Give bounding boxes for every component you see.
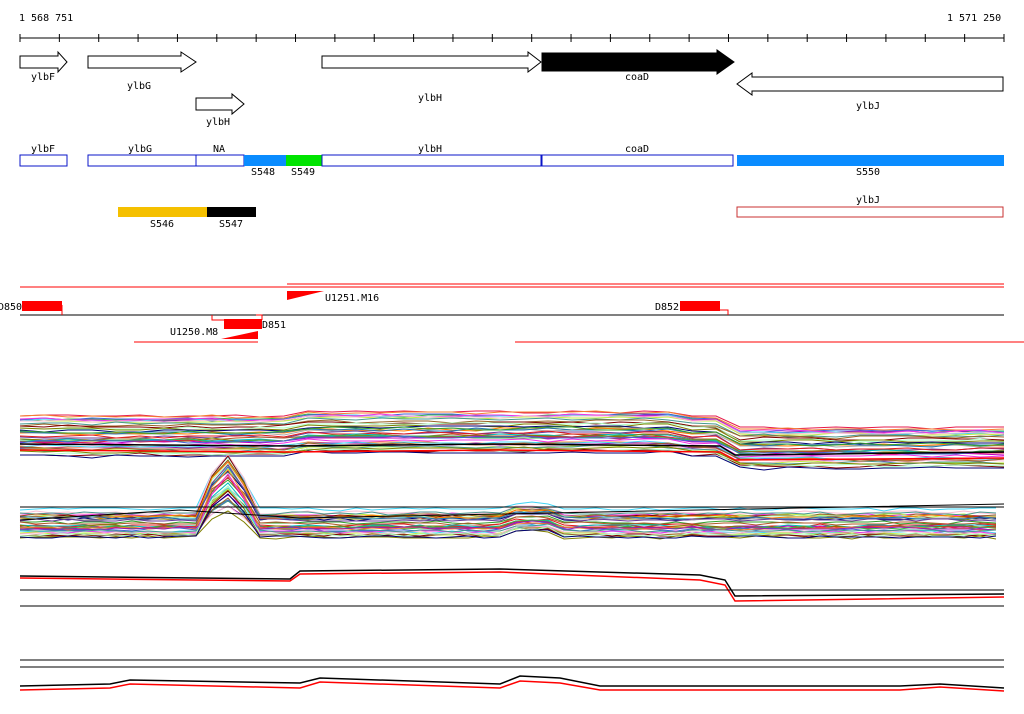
expression-profile-line	[20, 448, 1005, 468]
expression-profiles	[19, 410, 1005, 692]
feature-U1251.M16[interactable]: U1251.M16	[287, 291, 379, 304]
segment-S548[interactable]: S548	[244, 155, 286, 178]
feature-D850[interactable]: D850	[0, 301, 63, 315]
segment-S549[interactable]: S549	[286, 155, 322, 178]
gene-label: ylbH	[418, 93, 442, 104]
segment-label: ylbH	[418, 144, 442, 155]
segment-label: S550	[856, 167, 880, 178]
expression-profile-line	[19, 410, 1005, 431]
expression-profile-line	[19, 503, 1005, 521]
expression-profile-line	[19, 422, 1005, 443]
expression-profile-line	[19, 456, 996, 512]
expression-profile-line	[19, 568, 1005, 597]
lower-segment-track: S546 S547 ylbJ	[118, 195, 1004, 230]
segment-label: S548	[251, 167, 275, 178]
segment-label: coaD	[625, 144, 649, 155]
feature-label: U1251.M16	[325, 293, 379, 304]
feature-label: D852	[655, 302, 679, 313]
segment-ylbG[interactable]: ylbG	[87, 144, 197, 167]
expression-profile-line	[20, 450, 1004, 471]
segment-label: S546	[150, 219, 174, 230]
segment-ylbH[interactable]: ylbH	[321, 144, 542, 167]
expression-profile-line	[20, 505, 997, 531]
segment-ylbF[interactable]: ylbF	[19, 144, 68, 167]
gene-track: ylbF ylbG ylbH ylbH coaD ylbJ	[19, 49, 1004, 128]
segment-coaD[interactable]: coaD	[541, 144, 734, 167]
segment-ylbJ-outline[interactable]: ylbJ	[736, 195, 1004, 218]
segment-label: S547	[219, 219, 243, 230]
end-coordinate: 1 571 250	[947, 13, 1002, 24]
segment-label: ylbF	[31, 144, 55, 155]
expression-profile-line	[19, 449, 1005, 461]
segment-S550[interactable]: S550	[737, 155, 1004, 178]
expression-profile-line	[19, 430, 1004, 451]
expression-profile-line	[19, 464, 997, 522]
gene-coaD[interactable]: coaD	[541, 49, 735, 83]
expression-profile-line	[19, 474, 997, 526]
expression-profile-line	[20, 415, 1005, 435]
expression-profile-line	[19, 417, 1005, 438]
expression-profile-line	[20, 479, 997, 525]
segment-label: ylbJ	[856, 195, 880, 206]
feature-label: D850	[0, 302, 22, 313]
gene-label: ylbH	[206, 117, 230, 128]
gene-ylbF[interactable]: ylbF	[19, 50, 68, 83]
expression-profile-line	[19, 680, 1005, 692]
feature-track: D850 D851 D852 U1251.M16 U1250.M8	[0, 283, 1024, 343]
gene-ylbG[interactable]: ylbG	[87, 51, 197, 92]
feature-D852[interactable]: D852	[655, 301, 729, 315]
start-coordinate: 1 568 751	[19, 13, 74, 24]
gene-label: coaD	[625, 72, 649, 83]
gene-label: ylbG	[127, 81, 151, 92]
segment-NA[interactable]: NA	[195, 144, 245, 167]
segment-track: ylbF ylbG NA S548 S549 ylbH	[19, 144, 1004, 178]
feature-label: D851	[262, 320, 286, 331]
expression-profile-line	[20, 466, 997, 521]
gene-label: ylbF	[31, 72, 55, 83]
segment-S547[interactable]: S547	[207, 207, 256, 230]
expression-profile-line	[19, 493, 997, 539]
expression-profile-line	[19, 443, 1005, 456]
gene-ylbJ[interactable]: ylbJ	[736, 72, 1004, 112]
feature-U1250.M8[interactable]: U1250.M8	[170, 327, 258, 339]
segment-label: ylbG	[128, 144, 152, 155]
expression-profile-line	[19, 500, 997, 533]
expression-profile-line	[19, 675, 1005, 689]
gene-label: ylbJ	[856, 101, 880, 112]
gene-ylbH[interactable]: ylbH	[321, 50, 542, 104]
expression-profile-line	[19, 435, 1004, 455]
segment-label: S549	[291, 167, 315, 178]
expression-profile-line	[19, 446, 1005, 466]
segment-label: NA	[213, 144, 225, 155]
expression-profile-line	[19, 426, 1005, 447]
expression-profile-line	[19, 425, 1004, 445]
expression-profile-line	[19, 571, 1005, 602]
coordinate-ruler	[19, 34, 1005, 42]
segment-S546[interactable]: S546	[118, 207, 207, 230]
gene-ylbH-short[interactable]: ylbH	[195, 92, 245, 128]
feature-D851[interactable]: D851	[211, 314, 286, 331]
expression-profile-line	[20, 485, 997, 537]
expression-profile-line	[19, 421, 1005, 441]
feature-label: U1250.M8	[170, 327, 218, 338]
